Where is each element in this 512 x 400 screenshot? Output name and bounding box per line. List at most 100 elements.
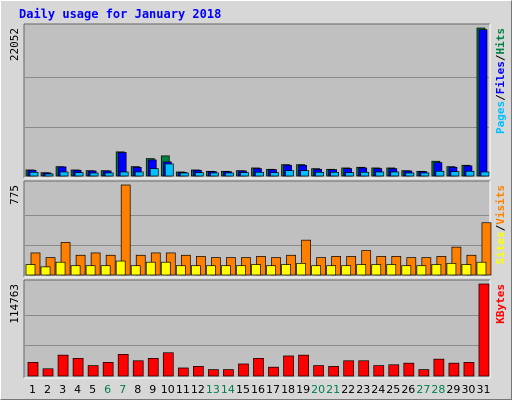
x-tick-label: 13 bbox=[206, 383, 220, 396]
x-tick-label: 24 bbox=[371, 383, 385, 396]
bar-sites-31 bbox=[476, 261, 487, 276]
bar-sites-30 bbox=[461, 264, 472, 276]
bar-visits-4 bbox=[75, 254, 86, 276]
bar-pages-29 bbox=[450, 171, 460, 177]
bar-kbytes-6 bbox=[102, 362, 114, 377]
x-tick-label: 2 bbox=[44, 383, 51, 396]
legend-visits: Sites/Visits bbox=[494, 185, 507, 265]
x-tick-label: 1 bbox=[29, 383, 36, 396]
bar-kbytes-22 bbox=[343, 360, 355, 377]
y-axis-max-hits: 22052 bbox=[8, 28, 21, 61]
bar-kbytes-25 bbox=[388, 364, 400, 377]
bar-sites-18 bbox=[281, 264, 291, 276]
legend-separator: / bbox=[494, 224, 507, 231]
bar-kbytes-8 bbox=[132, 360, 144, 377]
bar-files-31 bbox=[478, 29, 488, 177]
bar-pages-5 bbox=[89, 172, 99, 177]
bar-sites-29 bbox=[446, 263, 457, 276]
bar-sites-26 bbox=[401, 265, 412, 276]
bar-pages-23 bbox=[360, 171, 370, 177]
bar-kbytes-9 bbox=[147, 358, 159, 377]
x-tick-label: 16 bbox=[251, 383, 265, 396]
bar-kbytes-1 bbox=[27, 362, 39, 377]
bar-kbytes-5 bbox=[87, 365, 99, 377]
bar-sites-22 bbox=[341, 265, 352, 276]
bar-sites-9 bbox=[145, 261, 156, 276]
bar-sites-17 bbox=[266, 265, 276, 276]
x-tick-label: 20 bbox=[311, 383, 325, 396]
bar-visits-31 bbox=[481, 222, 492, 276]
bar-pages-11 bbox=[179, 172, 189, 177]
bar-sites-3 bbox=[55, 261, 66, 276]
bar-kbytes-12 bbox=[193, 366, 204, 377]
bar-kbytes-4 bbox=[72, 358, 84, 377]
legend-files: Files bbox=[494, 61, 507, 94]
panel-visits: 775 Sites/Visits bbox=[8, 180, 507, 278]
y-axis-max-kbytes: 114763 bbox=[8, 284, 21, 324]
x-tick-label: 21 bbox=[326, 383, 340, 396]
bar-pages-4 bbox=[74, 172, 84, 177]
legend-pages: Pages bbox=[494, 101, 507, 134]
bar-sites-4 bbox=[70, 265, 81, 276]
bar-pages-17 bbox=[270, 172, 279, 177]
bar-pages-12 bbox=[195, 172, 204, 177]
bar-sites-5 bbox=[85, 265, 96, 276]
bar-kbytes-26 bbox=[403, 362, 415, 377]
bar-pages-28 bbox=[435, 170, 445, 177]
bar-sites-16 bbox=[251, 264, 261, 276]
bar-sites-2 bbox=[40, 266, 51, 276]
bar-visits-19 bbox=[301, 239, 311, 276]
bar-kbytes-29 bbox=[448, 362, 460, 377]
bar-visits-29 bbox=[451, 246, 462, 276]
bar-kbytes-10 bbox=[162, 352, 174, 377]
bar-kbytes-21 bbox=[328, 366, 339, 377]
bar-visits-7 bbox=[120, 184, 131, 276]
bar-pages-13 bbox=[210, 172, 219, 177]
bar-pages-16 bbox=[255, 171, 264, 177]
bar-pages-30 bbox=[465, 170, 475, 177]
bar-sites-14 bbox=[221, 265, 231, 276]
x-tick-label: 19 bbox=[296, 383, 310, 396]
bar-sites-15 bbox=[236, 265, 246, 276]
x-tick-label: 22 bbox=[341, 383, 355, 396]
bar-visits-11 bbox=[180, 254, 191, 276]
bar-sites-7 bbox=[115, 260, 126, 276]
x-tick-label: 30 bbox=[461, 383, 475, 396]
bar-pages-3 bbox=[59, 171, 69, 177]
bar-pages-8 bbox=[134, 171, 144, 177]
bar-pages-26 bbox=[405, 172, 415, 177]
x-tick-label: 25 bbox=[386, 383, 400, 396]
bar-kbytes-7 bbox=[117, 354, 129, 377]
legend-kbytes: KBytes bbox=[494, 284, 507, 324]
bar-kbytes-17 bbox=[268, 366, 279, 377]
bar-kbytes-11 bbox=[177, 367, 189, 377]
bar-pages-31 bbox=[480, 171, 490, 177]
panel-kbytes: 114763 KBytes bbox=[8, 279, 507, 379]
bar-kbytes-27 bbox=[418, 369, 430, 377]
x-tick-label: 29 bbox=[446, 383, 460, 396]
bar-sites-12 bbox=[191, 265, 201, 276]
x-tick-label: 15 bbox=[236, 383, 250, 396]
bar-pages-21 bbox=[330, 171, 339, 177]
bar-sites-11 bbox=[175, 265, 186, 276]
bar-visits-8 bbox=[135, 254, 146, 276]
bar-sites-27 bbox=[416, 265, 427, 276]
x-tick-label: 10 bbox=[161, 383, 175, 396]
bar-pages-19 bbox=[300, 170, 309, 177]
legend-kbytes: KBytes bbox=[494, 284, 507, 324]
x-tick-label: 5 bbox=[89, 383, 96, 396]
bar-pages-1 bbox=[29, 171, 39, 177]
legend-separator: / bbox=[494, 94, 507, 101]
x-tick-label: 14 bbox=[221, 383, 235, 396]
bar-sites-13 bbox=[206, 265, 216, 276]
bar-sites-20 bbox=[311, 265, 321, 276]
x-tick-label: 4 bbox=[74, 383, 81, 396]
bar-sites-24 bbox=[371, 264, 382, 276]
bar-visits-5 bbox=[90, 252, 101, 276]
bar-kbytes-15 bbox=[238, 363, 249, 377]
bar-pages-24 bbox=[375, 171, 385, 177]
bar-visits-6 bbox=[105, 254, 116, 276]
bar-kbytes-14 bbox=[223, 369, 234, 377]
bar-sites-25 bbox=[386, 264, 397, 276]
